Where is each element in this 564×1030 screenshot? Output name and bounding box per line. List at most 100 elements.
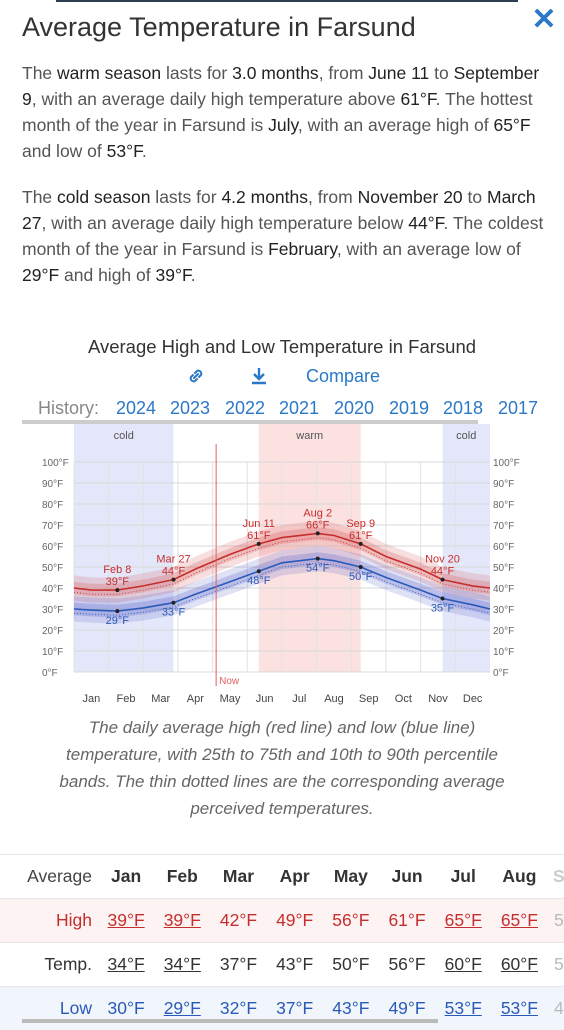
- annotation-date: Aug 2: [303, 507, 332, 519]
- y-tick-label-left: 0°F: [42, 668, 58, 679]
- x-tick-label: Jun: [256, 693, 274, 705]
- cold-season-paragraph: The cold season lasts for 4.2 months, fr…: [22, 184, 550, 288]
- y-tick-label-left: 20°F: [42, 626, 63, 637]
- annotation-value: 61°F: [247, 530, 271, 542]
- annotation-point: [257, 569, 261, 573]
- y-tick-label-right: 10°F: [493, 647, 514, 658]
- table-cell: 30°F: [98, 987, 154, 1030]
- warm-season-paragraph: The warm season lasts for 3.0 months, fr…: [22, 60, 550, 164]
- annotation-point: [441, 578, 445, 582]
- table-header-cell: May: [323, 855, 379, 899]
- y-tick-label-right: 80°F: [493, 500, 514, 511]
- table-header-cell: Feb: [154, 855, 210, 899]
- table-cell[interactable]: 39°F: [154, 899, 210, 943]
- annotation-point: [171, 601, 175, 605]
- table-cell: 61°F: [379, 899, 435, 943]
- season-label-cold: cold: [114, 430, 134, 442]
- row-label-temp: Temp.: [0, 943, 98, 987]
- x-tick-label: Feb: [117, 693, 136, 705]
- table-header-label: Average: [0, 855, 98, 899]
- table-header-cell: Mar: [210, 855, 266, 899]
- annotation-value: 66°F: [306, 519, 330, 531]
- y-tick-label-right: 20°F: [493, 626, 514, 637]
- history-year-2018[interactable]: 2018: [443, 398, 483, 419]
- compare-link[interactable]: Compare: [306, 366, 380, 387]
- history-label: History:: [38, 398, 99, 419]
- table-header-row: Average Jan Feb Mar Apr May Jun Jul Aug …: [0, 855, 564, 899]
- table-scrollbar[interactable]: [22, 1019, 438, 1023]
- table-header-cell: Jan: [98, 855, 154, 899]
- annotation-value: 44°F: [162, 566, 186, 578]
- table-cell: 43°F: [323, 987, 379, 1030]
- table-cell[interactable]: 53°F: [435, 987, 491, 1030]
- table-cell[interactable]: 29°F: [154, 987, 210, 1030]
- annotation-date: Sep 9: [346, 518, 375, 530]
- table-cell[interactable]: 60°F: [435, 943, 491, 987]
- annotation-value: 61°F: [349, 530, 373, 542]
- season-band-cold: [74, 424, 173, 672]
- table-cell[interactable]: 65°F: [435, 899, 491, 943]
- history-year-2020[interactable]: 2020: [334, 398, 374, 419]
- annotation-value: 29°F: [106, 615, 130, 627]
- annotation-value: 33°F: [162, 607, 186, 619]
- table-cell: 43°F: [267, 943, 323, 987]
- table-cell[interactable]: 60°F: [491, 943, 547, 987]
- x-tick-label: Apr: [187, 693, 204, 705]
- y-tick-label-left: 60°F: [42, 542, 63, 553]
- close-icon: ✕: [531, 3, 556, 36]
- x-tick-label: Nov: [428, 693, 448, 705]
- x-tick-label: May: [220, 693, 241, 705]
- x-tick-label: Jan: [82, 693, 100, 705]
- history-year-2022[interactable]: 2022: [225, 398, 265, 419]
- annotation-point: [115, 609, 119, 613]
- table-cell[interactable]: 39°F: [98, 899, 154, 943]
- download-icon[interactable]: [249, 366, 269, 391]
- table-header-cell: Se: [548, 855, 564, 899]
- history-year-2023[interactable]: 2023: [170, 398, 210, 419]
- chart-tools: Compare: [0, 366, 564, 392]
- chart-caption: The daily average high (red line) and lo…: [40, 714, 524, 822]
- y-tick-label-right: 60°F: [493, 542, 514, 553]
- table-cell[interactable]: 34°F: [154, 943, 210, 987]
- y-tick-label-right: 70°F: [493, 521, 514, 532]
- table-row-high: High 39°F 39°F 42°F 49°F 56°F 61°F 65°F …: [0, 899, 564, 943]
- y-tick-label-right: 50°F: [493, 563, 514, 574]
- x-tick-label: Sep: [359, 693, 379, 705]
- close-button[interactable]: ✕: [528, 4, 560, 36]
- y-tick-label-left: 10°F: [42, 647, 63, 658]
- table-cell[interactable]: 65°F: [491, 899, 547, 943]
- y-tick-label-left: 100°F: [42, 458, 69, 469]
- annotation-point: [441, 597, 445, 601]
- history-year-2024[interactable]: 2024: [116, 398, 156, 419]
- annotation-date: Nov 20: [425, 554, 460, 566]
- y-tick-label-right: 100°F: [493, 458, 520, 469]
- y-tick-label-left: 30°F: [42, 605, 63, 616]
- y-tick-label-right: 0°F: [493, 668, 509, 679]
- history-year-2017[interactable]: 2017: [498, 398, 538, 419]
- annotation-date: Mar 27: [156, 554, 190, 566]
- y-tick-label-right: 40°F: [493, 584, 514, 595]
- annotation-value: 48°F: [247, 575, 271, 587]
- table-cell[interactable]: 34°F: [98, 943, 154, 987]
- table-header-cell: Jun: [379, 855, 435, 899]
- history-year-2019[interactable]: 2019: [389, 398, 429, 419]
- annotation-point: [316, 557, 320, 561]
- y-tick-label-left: 80°F: [42, 500, 63, 511]
- annotation-date: Jun 11: [243, 518, 275, 530]
- table-cell: 37°F: [267, 987, 323, 1030]
- table-cell: 55: [548, 943, 564, 987]
- table-row-temp: Temp. 34°F 34°F 37°F 43°F 50°F 56°F 60°F…: [0, 943, 564, 987]
- annotation-point: [359, 542, 363, 546]
- table-cell[interactable]: 53°F: [491, 987, 547, 1030]
- table-header-cell: Apr: [267, 855, 323, 899]
- x-tick-label: Oct: [395, 693, 412, 705]
- table-cell: 32°F: [210, 987, 266, 1030]
- table-cell: 42°F: [210, 899, 266, 943]
- link-icon[interactable]: [186, 366, 206, 391]
- table-cell: 37°F: [210, 943, 266, 987]
- table-row-low: Low 30°F 29°F 32°F 37°F 43°F 49°F 53°F 5…: [0, 987, 564, 1030]
- table-cell: 56°F: [379, 943, 435, 987]
- season-label-cold: cold: [456, 430, 476, 442]
- history-year-2021[interactable]: 2021: [279, 398, 319, 419]
